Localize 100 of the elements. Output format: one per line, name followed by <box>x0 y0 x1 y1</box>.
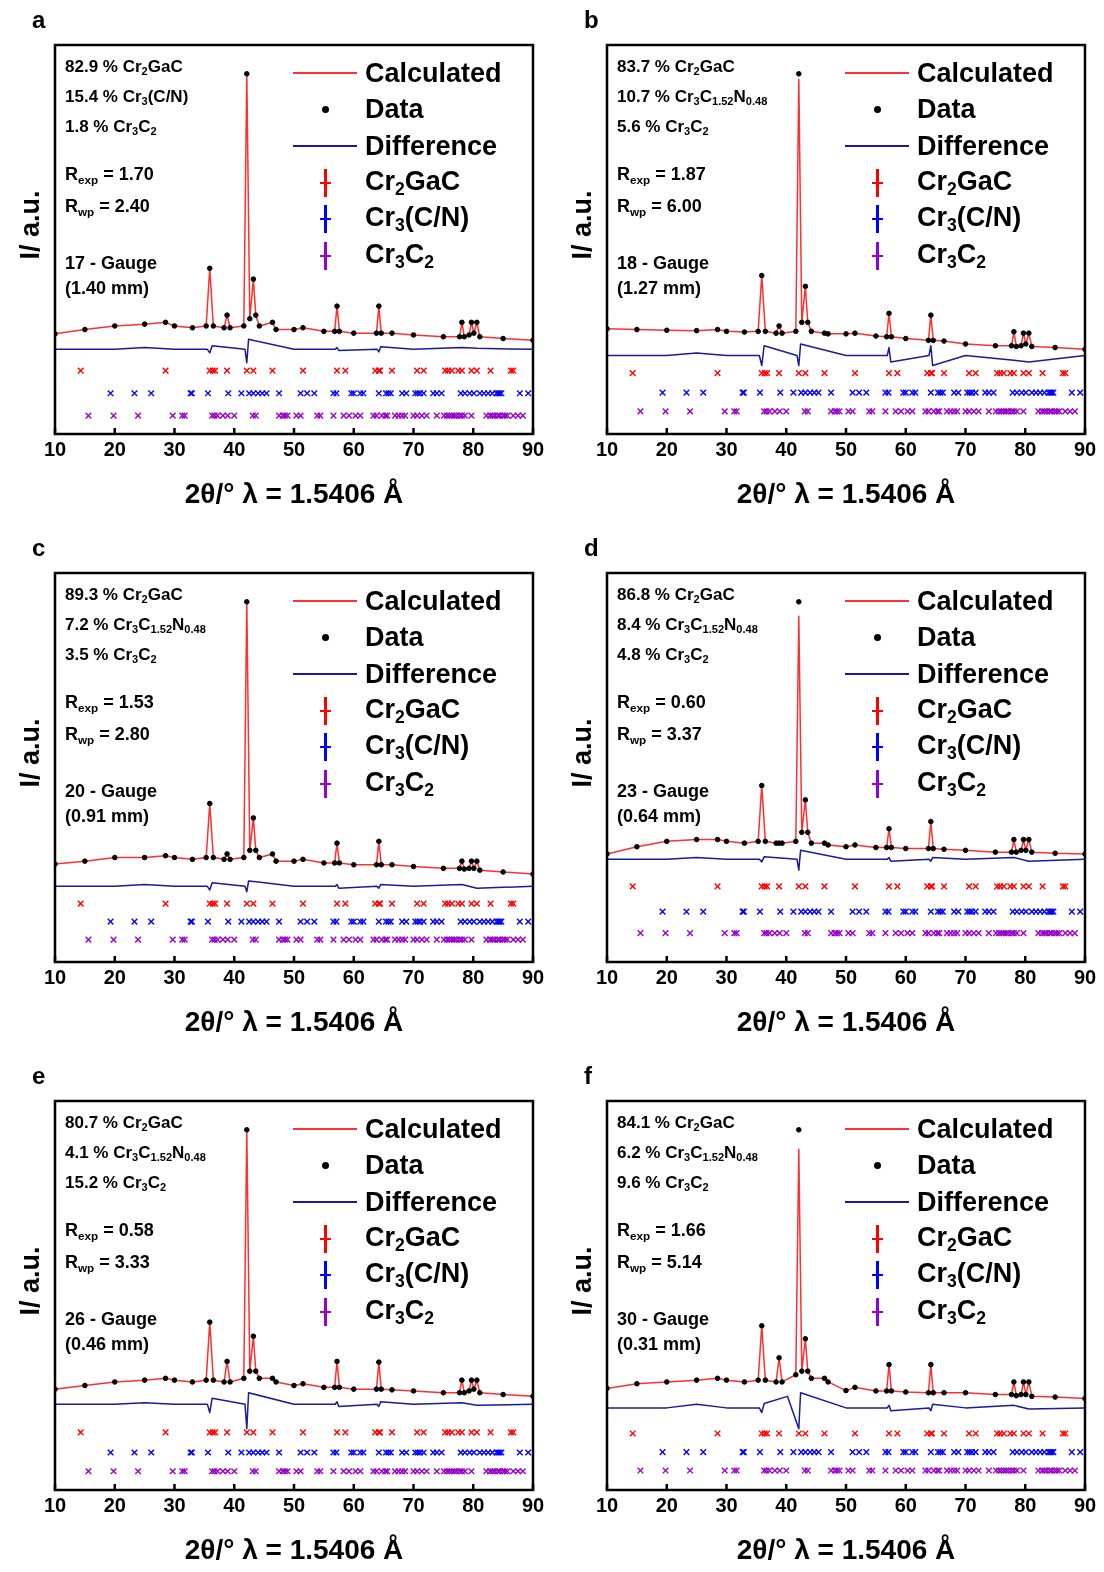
x-tick-label: 80 <box>462 437 485 460</box>
x-tick-label: 40 <box>775 965 798 988</box>
annotation: R$_{exp}$ = 0.58 <box>65 1220 154 1243</box>
chart-title: f <box>584 1062 592 1090</box>
legend-label: Difference <box>917 1186 1050 1218</box>
annotation: (0.64 mm) <box>617 806 702 827</box>
chart-title: d <box>584 534 599 562</box>
legend-label: Difference <box>365 1186 498 1218</box>
x-tick-label: 90 <box>521 437 545 460</box>
annotation: 4.1 % Cr$_{3}$C$_{1.52}$N$_{0.48}$ <box>65 1143 206 1164</box>
x-tick-label: 60 <box>894 1493 917 1516</box>
legend-label: Data <box>365 1150 424 1182</box>
x-tick-label: 10 <box>595 1493 619 1516</box>
x-axis-title: 2θ/° λ = 1.5406 Å <box>183 1534 405 1566</box>
legend-label: Cr$_{3}$C$_{2}$ <box>365 1294 435 1329</box>
x-tick-label: 30 <box>715 965 738 988</box>
legend-label: Data <box>917 94 976 126</box>
annotation: 84.1 % Cr$_{2}$GaC <box>617 1113 735 1134</box>
x-axis-title: 2θ/° λ = 1.5406 Å <box>183 478 405 510</box>
x-tick-label: 50 <box>834 437 858 460</box>
legend-label: Difference <box>365 130 498 162</box>
x-tick-label: 40 <box>223 965 246 988</box>
x-tick-label: 80 <box>462 1493 485 1516</box>
x-tick-label: 70 <box>402 965 425 988</box>
x-tick-label: 60 <box>342 437 365 460</box>
legend-label: Cr$_{2}$GaC <box>917 1221 1013 1256</box>
x-tick-label: 60 <box>894 437 917 460</box>
y-axis-title: I/ a.u. <box>566 1246 598 1316</box>
legend-label: Cr$_{3}$C$_{2}$ <box>917 766 987 801</box>
legend-label: Cr$_{2}$GaC <box>917 693 1013 728</box>
annotation: 23 - Gauge <box>617 781 710 802</box>
x-axis-title: 2θ/° λ = 1.5406 Å <box>183 1006 405 1038</box>
legend-label: Cr$_{3}$C$_{2}$ <box>917 1294 987 1329</box>
x-tick-label: 30 <box>163 1493 186 1516</box>
legend-label: Calculated <box>917 585 1054 617</box>
legend-label: Cr$_{2}$GaC <box>365 693 461 728</box>
x-tick-label: 20 <box>103 965 126 988</box>
annotation: 3.5 % Cr$_{3}$C$_{2}$ <box>65 645 157 666</box>
x-tick-label: 40 <box>775 1493 798 1516</box>
legend-label: Data <box>365 622 424 654</box>
x-tick-label: 40 <box>223 1493 246 1516</box>
x-axis-title: 2θ/° λ = 1.5406 Å <box>735 1006 957 1038</box>
chart-title: a <box>32 6 46 34</box>
x-tick-label: 90 <box>1073 1493 1097 1516</box>
annotation: (0.46 mm) <box>65 1334 150 1355</box>
x-axis-title: 2θ/° λ = 1.5406 Å <box>735 1534 957 1566</box>
x-tick-label: 70 <box>954 437 977 460</box>
annotation: 1.8 % Cr$_{3}$C$_{2}$ <box>65 117 157 138</box>
x-tick-label: 10 <box>43 437 67 460</box>
annotation: 26 - Gauge <box>65 1309 158 1330</box>
legend-label: Calculated <box>365 585 502 617</box>
annotation: 18 - Gauge <box>617 253 710 274</box>
annotation: R$_{wp}$ = 6.00 <box>617 196 702 219</box>
annotation: R$_{exp}$ = 0.60 <box>617 692 706 715</box>
x-tick-label: 30 <box>163 965 186 988</box>
x-tick-label: 50 <box>282 437 306 460</box>
x-tick-label: 50 <box>834 965 858 988</box>
annotation: (0.31 mm) <box>617 1334 702 1355</box>
annotation: 8.4 % Cr$_{3}$C$_{1.52}$N$_{0.48}$ <box>617 615 758 636</box>
annotation: 10.7 % Cr$_{3}$C$_{1.52}$N$_{0.48}$ <box>617 87 768 108</box>
x-tick-label: 10 <box>595 965 619 988</box>
annotation: R$_{wp}$ = 3.37 <box>617 724 702 747</box>
x-tick-label: 80 <box>1014 1493 1037 1516</box>
legend-label: Calculated <box>917 1113 1054 1145</box>
x-tick-label: 40 <box>223 437 246 460</box>
annotation: 30 - Gauge <box>617 1309 710 1330</box>
legend-label: Cr$_{3}$(C/N) <box>917 1258 1022 1293</box>
legend-label: Data <box>917 622 976 654</box>
annotation: 5.6 % Cr$_{3}$C$_{2}$ <box>617 117 709 138</box>
y-axis-title: I/ a.u. <box>566 190 598 260</box>
annotation: 83.7 % Cr$_{2}$GaC <box>617 57 735 78</box>
legend-label: Difference <box>917 130 1050 162</box>
x-tick-label: 50 <box>834 1493 858 1516</box>
x-tick-label: 70 <box>402 1493 425 1516</box>
legend-label: Difference <box>365 658 498 690</box>
chart-title: c <box>32 534 46 562</box>
annotation: 15.2 % Cr$_{3}$C$_{2}$ <box>65 1173 167 1194</box>
legend-label: Data <box>917 1150 976 1182</box>
y-axis-title: I/ a.u. <box>14 718 46 788</box>
x-tick-label: 70 <box>954 965 977 988</box>
legend-label: Cr$_{3}$(C/N) <box>365 730 470 765</box>
x-tick-label: 20 <box>655 1493 678 1516</box>
x-tick-label: 30 <box>715 1493 738 1516</box>
legend-label: Cr$_{2}$GaC <box>365 1221 461 1256</box>
annotation: 4.8 % Cr$_{3}$C$_{2}$ <box>617 645 709 666</box>
y-axis-title: I/ a.u. <box>14 1246 46 1316</box>
annotation: 80.7 % Cr$_{2}$GaC <box>65 1113 183 1134</box>
annotation: R$_{exp}$ = 1.53 <box>65 692 154 715</box>
legend-label: Cr$_{3}$C$_{2}$ <box>365 238 435 273</box>
x-tick-label: 90 <box>1073 437 1097 460</box>
annotation: R$_{wp}$ = 3.33 <box>65 1252 150 1275</box>
legend-label: Cr$_{3}$(C/N) <box>365 202 470 237</box>
legend-label: Cr$_{3}$(C/N) <box>365 1258 470 1293</box>
y-axis-title: I/ a.u. <box>14 190 46 260</box>
x-tick-label: 60 <box>894 965 917 988</box>
x-tick-label: 80 <box>1014 965 1037 988</box>
x-tick-label: 90 <box>1073 965 1097 988</box>
x-tick-label: 70 <box>402 437 425 460</box>
legend-label: Cr$_{2}$GaC <box>365 165 461 200</box>
annotation: 9.6 % Cr$_{3}$C$_{2}$ <box>617 1173 709 1194</box>
